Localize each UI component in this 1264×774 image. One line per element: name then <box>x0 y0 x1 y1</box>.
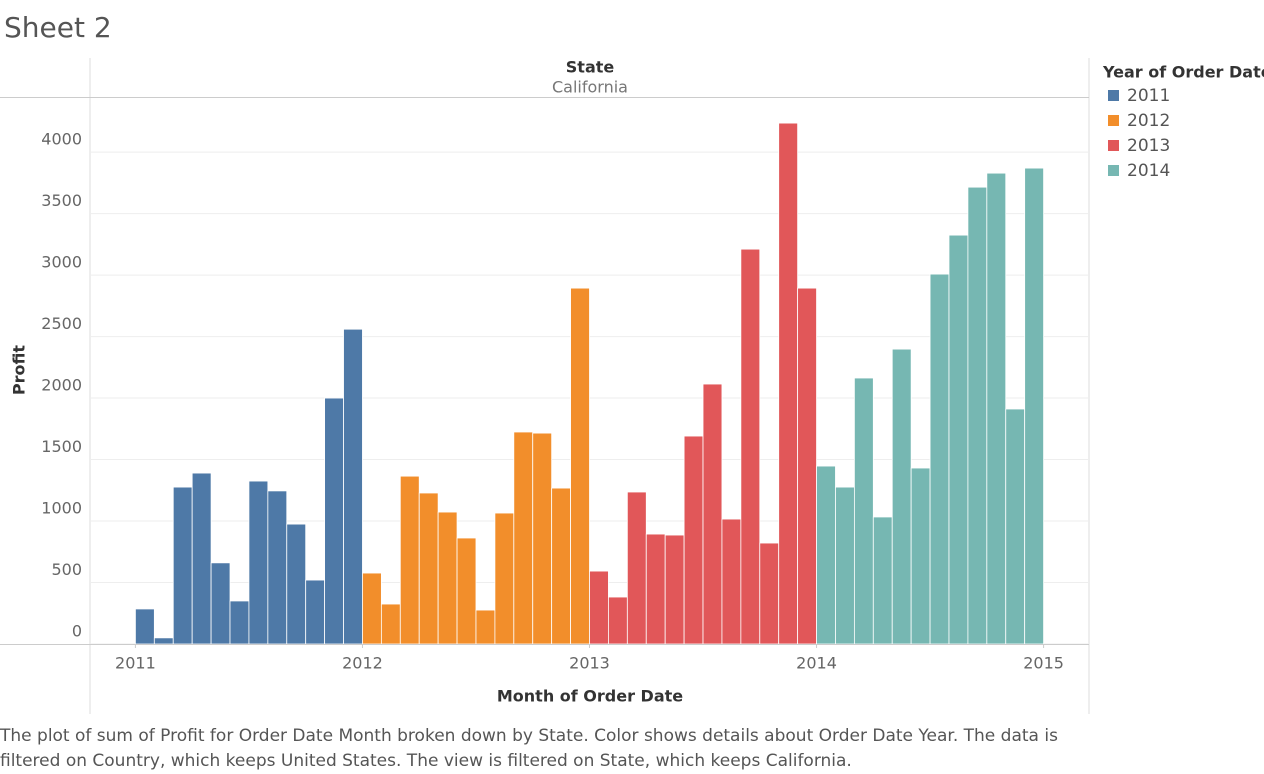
x-tick-label: 2011 <box>115 654 156 673</box>
bar <box>286 523 307 645</box>
y-tick-label: 3500 <box>41 191 82 210</box>
bar <box>645 533 666 645</box>
caption: The plot of sum of Profit for Order Date… <box>0 726 1058 771</box>
bar <box>343 328 363 645</box>
bar <box>399 475 420 645</box>
y-tick-label: 0 <box>72 622 82 641</box>
legend-swatch <box>1108 165 1119 176</box>
bar <box>135 608 155 645</box>
bar <box>172 486 193 645</box>
legend-swatch <box>1108 140 1119 151</box>
bar <box>797 287 817 645</box>
x-axis-title: Month of Order Date <box>497 687 683 706</box>
bar <box>929 273 950 645</box>
y-tick-label: 3000 <box>41 253 82 272</box>
bar <box>778 122 799 645</box>
y-tick-label: 1000 <box>41 499 82 518</box>
legend-label: 2014 <box>1127 161 1170 181</box>
bar <box>210 562 231 645</box>
y-tick-label: 500 <box>51 560 82 579</box>
bar <box>816 465 836 645</box>
y-tick-label: 2500 <box>41 314 82 333</box>
bar <box>986 172 1007 645</box>
bar <box>248 480 269 645</box>
bar <box>664 534 685 645</box>
bar <box>683 435 704 645</box>
sheet-title: Sheet 2 <box>4 11 112 44</box>
bar <box>570 287 590 645</box>
bar <box>456 537 477 645</box>
bar <box>891 348 912 645</box>
legend-label: 2011 <box>1127 86 1170 106</box>
bar <box>418 492 439 645</box>
bar <box>494 512 515 645</box>
bar <box>1005 408 1026 645</box>
bar <box>437 511 458 645</box>
bar <box>589 570 609 645</box>
bar <box>853 377 874 645</box>
bar <box>380 603 401 645</box>
x-tick-label: 2013 <box>569 654 610 673</box>
legend-label: 2012 <box>1127 111 1170 131</box>
bar <box>475 609 496 645</box>
chart: Sheet 2 State California Profit Month of… <box>0 11 1264 714</box>
bar <box>608 596 628 645</box>
bar <box>910 467 931 645</box>
bar <box>191 472 212 645</box>
x-tick-label: 2012 <box>342 654 383 673</box>
bar <box>513 431 534 645</box>
bar <box>835 486 855 645</box>
bar <box>948 234 969 645</box>
y-tick-label: 2000 <box>41 376 82 395</box>
x-tick-label: 2014 <box>796 654 837 673</box>
header-title: State <box>566 58 615 77</box>
bar <box>324 397 344 645</box>
bar <box>740 248 761 645</box>
legend-label: 2013 <box>1127 136 1170 156</box>
bar <box>305 579 326 645</box>
bar <box>759 542 780 645</box>
x-tick-label: 2015 <box>1023 654 1064 673</box>
bar <box>872 516 893 645</box>
bar <box>532 432 553 645</box>
bar <box>626 491 647 645</box>
bar <box>551 487 571 645</box>
bar <box>702 383 723 645</box>
bar <box>153 637 174 645</box>
legend-title: Year of Order Date <box>1102 63 1264 82</box>
y-tick-label: 1500 <box>41 437 82 456</box>
y-axis-title: Profit <box>10 345 29 395</box>
bar <box>229 600 250 645</box>
bar <box>721 518 742 645</box>
y-tick-label: 4000 <box>41 130 82 149</box>
bar <box>1024 167 1044 645</box>
legend-swatch <box>1108 115 1119 126</box>
bar <box>967 186 988 645</box>
bar <box>362 572 382 645</box>
legend-swatch <box>1108 90 1119 101</box>
bar <box>267 490 288 645</box>
header-value: California <box>552 78 628 97</box>
